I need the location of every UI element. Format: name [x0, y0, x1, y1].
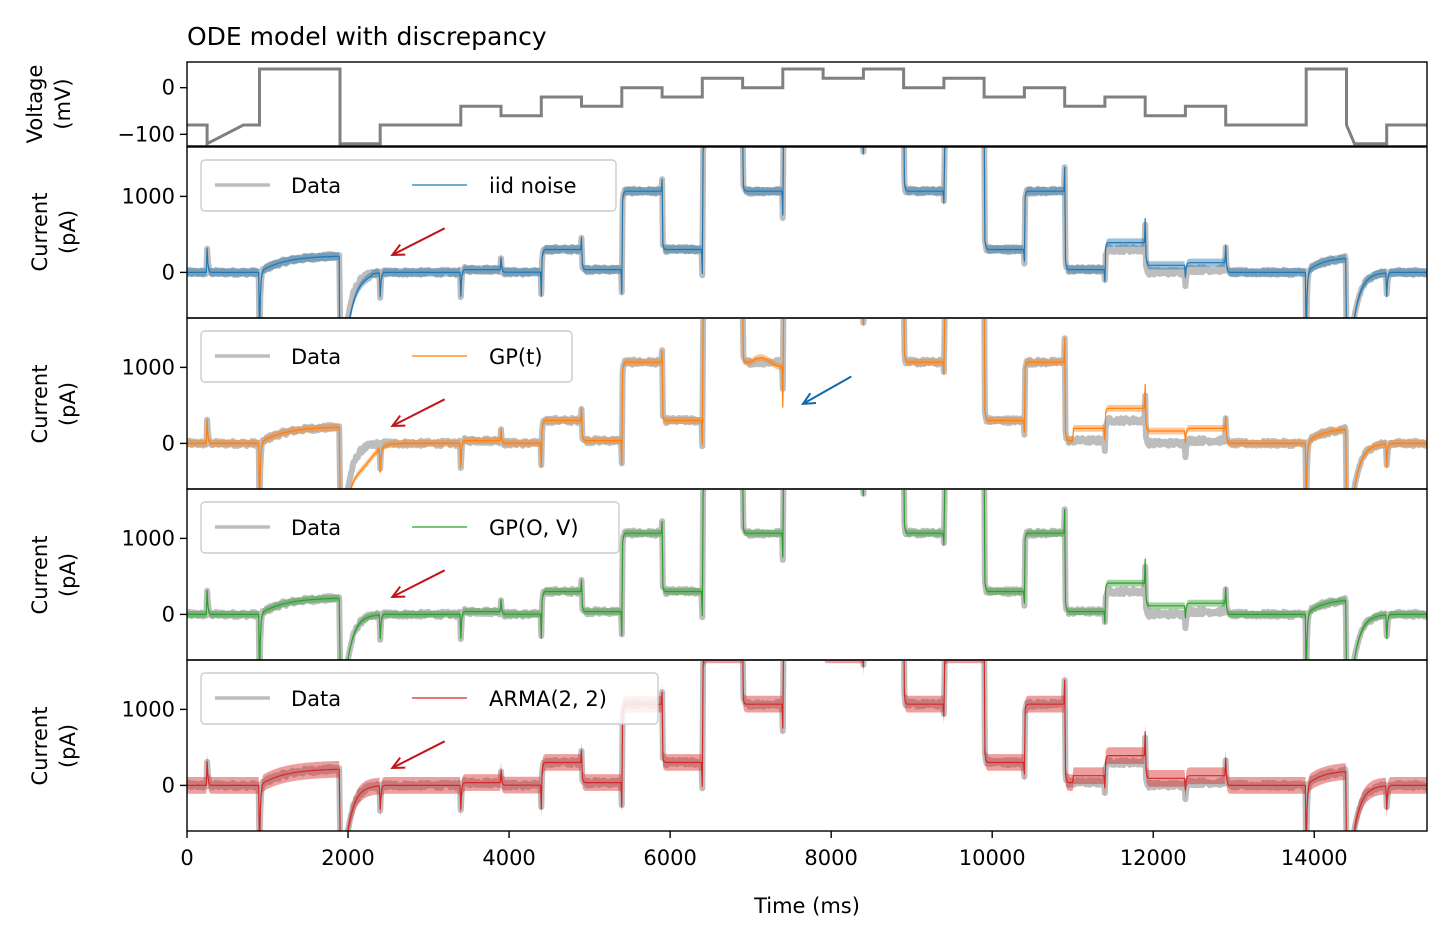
panel-3-ylabel-line1: Current [28, 536, 52, 615]
x-axis: 0 2000 4000 6000 8000 10000 12000 14000 [180, 831, 1348, 870]
panel-3-ytick-label: 0 [162, 602, 175, 626]
arrow-head [390, 756, 406, 769]
x-tick-label: 4000 [482, 846, 535, 870]
data-trace-panel-4 [187, 660, 1427, 831]
x-tick-label: 10000 [959, 846, 1026, 870]
model-line-panel-1 [187, 147, 1427, 318]
data-trace-panel-3 [187, 489, 1427, 660]
legend-1-box [200, 159, 617, 212]
annotation-arrow-2 [800, 375, 852, 406]
voltage-protocol-line [187, 67, 1427, 146]
panel-3-ytick-label: 1000 [122, 526, 175, 550]
panel-2-ylabel-line2: (pA) [56, 382, 80, 426]
data-trace-panel-1 [187, 147, 1427, 318]
current-panel-gp-o-v: 0 1000 Current (pA) Data GP(O, V) [28, 488, 1428, 661]
legend-panel-1: Data iid noise [200, 159, 617, 212]
current-panel-gp-t: 0 1000 Current (pA) Data GP(t) [28, 317, 1428, 490]
voltage-ylabel-line2: (mV) [51, 78, 75, 129]
legend-panel-2: Data GP(t) [200, 330, 573, 383]
panel-3-ylabel-line2: (pA) [56, 553, 80, 597]
legend-1-model-label: iid noise [489, 174, 577, 198]
panel-2-ytick-label: 1000 [122, 355, 175, 379]
current-panel-arma: 0 1000 Current (pA) Data ARMA(2, 2) [28, 659, 1428, 832]
panel-1-ytick-label: 0 [162, 260, 175, 284]
arrow-shaft [391, 398, 446, 427]
arrow-head [390, 243, 406, 256]
model-line-panel-2 [187, 318, 1427, 489]
arrow-shaft [391, 740, 446, 769]
panel-4-ytick-label: 1000 [122, 697, 175, 721]
legend-4-data-label: Data [291, 687, 341, 711]
x-tick-label: 0 [180, 846, 193, 870]
arrow-head [800, 392, 817, 406]
voltage-ytick-label: −100 [117, 122, 175, 146]
panel-4-frame [186, 659, 1428, 832]
panel-1-ylabel-line1: Current [28, 193, 52, 272]
model-line-panel-3 [187, 489, 1427, 660]
arrow-shaft [802, 375, 852, 405]
legend-3-data-label: Data [291, 516, 341, 540]
voltage-ylabel-line1: Voltage [23, 65, 47, 144]
legend-3-box [200, 501, 620, 554]
legend-3-model-label: GP(O, V) [489, 516, 579, 540]
x-tick-label: 14000 [1281, 846, 1348, 870]
voltage-ytick-label: 0 [162, 76, 175, 100]
panel-2-ytick-label: 0 [162, 431, 175, 455]
voltage-panel: 0 −100 Voltage (mV) [23, 61, 1428, 147]
annotation-arrow-4 [390, 740, 446, 769]
model-band-panel-4 [187, 660, 1427, 831]
x-tick-label: 8000 [804, 846, 857, 870]
voltage-panel-frame [186, 61, 1428, 147]
chart-title: ODE model with discrepancy [187, 22, 547, 51]
arrow-head [390, 585, 406, 598]
x-axis-label: Time (ms) [753, 894, 860, 918]
panel-4-ylabel-line2: (pA) [56, 724, 80, 768]
annotation-arrow-0 [390, 227, 446, 256]
x-tick-label: 6000 [643, 846, 696, 870]
panel-1-ytick-label: 1000 [122, 184, 175, 208]
panel-4-ylabel-line1: Current [28, 707, 52, 786]
panel-1-ylabel-line2: (pA) [56, 210, 80, 254]
model-line-panel-4 [187, 660, 1427, 831]
panel-2-ylabel-line1: Current [28, 365, 52, 444]
annotation-arrow-3 [390, 569, 446, 598]
annotation-arrow-1 [390, 398, 446, 427]
legend-2-data-label: Data [291, 345, 341, 369]
arrow-shaft [391, 569, 446, 598]
legend-2-model-label: GP(t) [489, 345, 543, 369]
data-trace-panel-2 [187, 318, 1427, 489]
legend-panel-3: Data GP(O, V) [200, 501, 620, 554]
panel-4-ytick-label: 0 [162, 773, 175, 797]
arrow-shaft [391, 227, 446, 256]
legend-2-box [200, 330, 573, 383]
x-tick-label: 2000 [321, 846, 374, 870]
legend-1-data-label: Data [291, 174, 341, 198]
legend-panel-4: Data ARMA(2, 2) [200, 672, 659, 725]
arrow-head [390, 414, 406, 427]
legend-4-model-label: ARMA(2, 2) [489, 687, 607, 711]
x-tick-label: 12000 [1120, 846, 1187, 870]
